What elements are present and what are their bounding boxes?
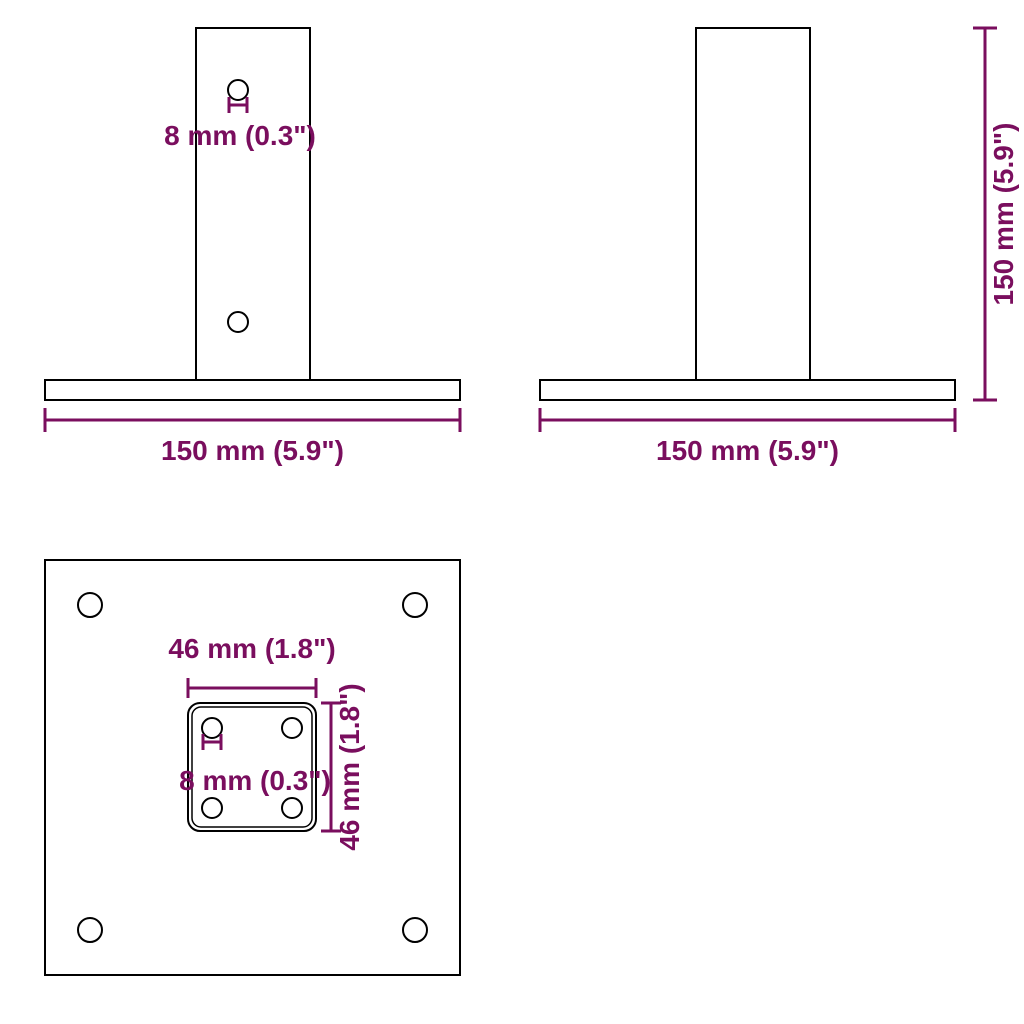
svg-text:8 mm (0.3"): 8 mm (0.3") xyxy=(179,765,331,796)
svg-text:8 mm (0.3"): 8 mm (0.3") xyxy=(164,120,316,151)
svg-text:150 mm (5.9"): 150 mm (5.9") xyxy=(161,435,344,466)
svg-text:150 mm (5.9"): 150 mm (5.9") xyxy=(988,123,1019,306)
svg-text:150 mm (5.9"): 150 mm (5.9") xyxy=(656,435,839,466)
svg-text:46 mm (1.8"): 46 mm (1.8") xyxy=(334,683,365,850)
svg-text:46 mm (1.8"): 46 mm (1.8") xyxy=(168,633,335,664)
